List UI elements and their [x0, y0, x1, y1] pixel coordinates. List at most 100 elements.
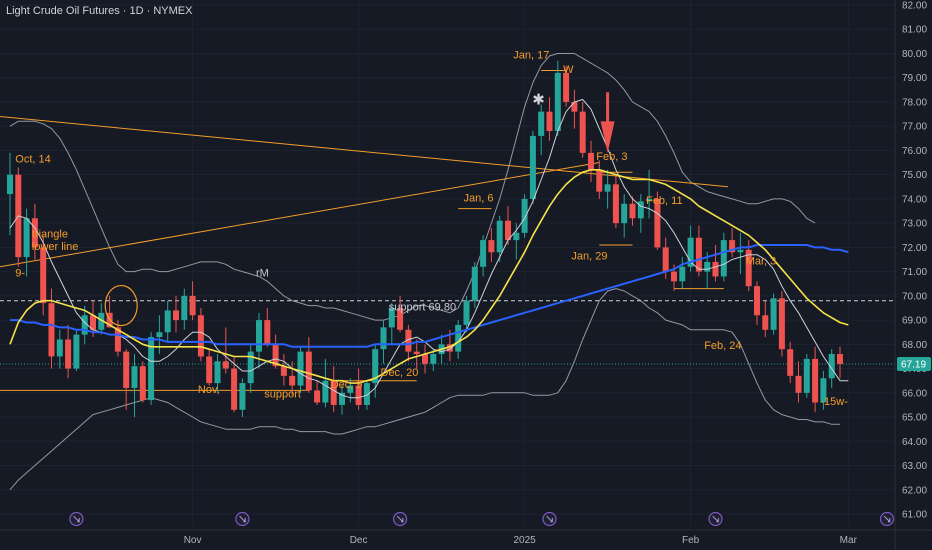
- x-tick-label: Mar: [840, 535, 858, 546]
- event-arrow-icon: [396, 515, 404, 523]
- y-tick-label: 71.00: [902, 267, 927, 278]
- candle-body: [81, 315, 88, 335]
- candle-body: [164, 310, 171, 333]
- candle-body: [471, 266, 478, 301]
- candle-body: [231, 368, 238, 410]
- candle-body: [189, 295, 196, 316]
- candle-body: [505, 220, 511, 241]
- annotation-label: Mar, 3: [746, 255, 777, 267]
- candle-body: [322, 380, 329, 403]
- candle-body: [339, 392, 345, 405]
- annotation-label: -15w-: [820, 396, 848, 408]
- candle-body: [23, 218, 30, 258]
- x-tick-label: Feb: [682, 535, 700, 546]
- x-tick-label: 2025: [513, 535, 536, 546]
- candle-body: [347, 385, 354, 393]
- y-tick-label: 82.00: [902, 1, 927, 12]
- annotation-label: Dec, 20: [381, 367, 419, 379]
- candle-body: [770, 298, 777, 330]
- slow-moving-average-line: [10, 244, 849, 348]
- annotation-label: Feb, 3: [596, 151, 627, 163]
- triangle-upper-line: [0, 115, 728, 188]
- y-tick-label: 72.00: [902, 243, 927, 254]
- candle-body: [745, 249, 752, 287]
- candle-body: [256, 320, 262, 352]
- candle-body: [812, 358, 819, 403]
- annotation-label: support: [264, 389, 301, 401]
- candle-body: [554, 72, 561, 132]
- y-tick-label: 78.00: [902, 97, 927, 108]
- y-tick-label: 80.00: [902, 49, 927, 60]
- candle-body: [289, 375, 296, 386]
- y-tick-label: 61.00: [902, 510, 927, 521]
- candle-body: [795, 375, 802, 393]
- y-tick-label: 73.00: [902, 219, 927, 230]
- candle-body: [754, 286, 760, 316]
- candle-body: [264, 320, 271, 345]
- candle-body: [181, 295, 188, 321]
- candle-body: [206, 356, 213, 384]
- annotation-label: W: [563, 64, 574, 76]
- candle-body: [363, 383, 370, 405]
- y-tick-label: 74.00: [902, 194, 927, 205]
- candle-body: [787, 349, 794, 376]
- y-tick-label: 66.00: [902, 388, 927, 399]
- candle-body: [579, 111, 586, 153]
- candle-body: [629, 203, 636, 219]
- candle-body: [48, 303, 55, 357]
- candle-body: [820, 378, 827, 403]
- candle-body: [272, 344, 279, 367]
- annotation-label: support 69.80: [389, 301, 456, 313]
- candle-body: [588, 152, 594, 170]
- y-tick-label: 64.00: [902, 437, 927, 448]
- y-tick-label: 79.00: [902, 73, 927, 84]
- candle-body: [280, 366, 287, 376]
- bollinger-basis-line: [9, 99, 849, 399]
- candle-body: [637, 201, 644, 219]
- annotation-label: 9-: [15, 267, 25, 279]
- candle-body: [413, 351, 420, 355]
- candle-body: [380, 327, 387, 350]
- candle-body: [148, 337, 155, 401]
- candle-body: [131, 366, 138, 388]
- candle-body: [7, 174, 13, 195]
- candle-body: [571, 101, 578, 112]
- candle-body: [695, 237, 702, 272]
- candle-body: [563, 72, 570, 102]
- candle-body: [40, 247, 47, 304]
- y-tick-label: 81.00: [902, 25, 927, 36]
- candle-body: [662, 247, 669, 272]
- triangle-lower-line: [0, 162, 600, 268]
- x-tick-label: Dec: [350, 535, 368, 546]
- candle-body: [123, 351, 130, 388]
- candle-body: [720, 240, 727, 277]
- y-tick-label: 70.00: [902, 291, 927, 302]
- annotation-label: Jan, 29: [571, 251, 607, 263]
- candle-body: [98, 312, 105, 330]
- event-arrow-icon: [73, 515, 80, 523]
- candle-body: [729, 240, 736, 253]
- candle-body: [704, 261, 711, 272]
- candle-body: [612, 184, 619, 224]
- bollinger-upper-band: [9, 53, 816, 321]
- y-tick-label: 76.00: [902, 146, 927, 157]
- candle-body: [455, 324, 462, 352]
- candle-body: [621, 203, 628, 224]
- candle-body: [222, 361, 229, 369]
- down-arrow-icon: [600, 121, 615, 153]
- event-arrow-icon: [239, 515, 246, 523]
- candle-body: [90, 315, 96, 330]
- candle-body: [671, 271, 677, 282]
- candle-body: [397, 307, 404, 330]
- candle-body: [239, 383, 246, 410]
- candle-body: [305, 351, 312, 391]
- candle-body: [114, 327, 121, 352]
- candle-body: [679, 266, 686, 282]
- candle-body: [480, 240, 487, 267]
- candle-body: [65, 339, 72, 369]
- candle-body: [214, 361, 221, 384]
- annotation-label: lower line: [32, 241, 78, 253]
- candle-body: [529, 135, 536, 199]
